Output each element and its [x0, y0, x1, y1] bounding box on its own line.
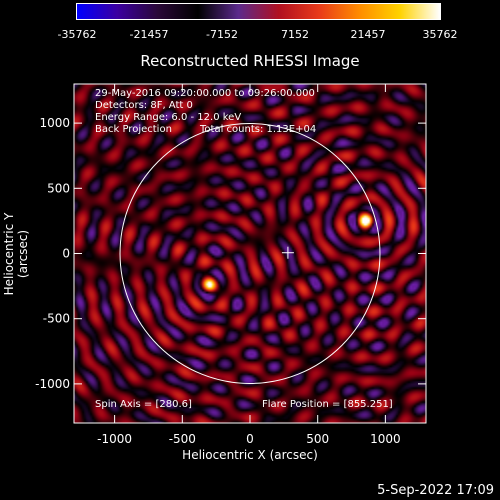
colorbar-tick-label: 7152 — [281, 28, 309, 41]
plot-title: Reconstructed RHESSI Image — [140, 52, 360, 70]
x-tick-label: -1000 — [97, 432, 132, 446]
algorithm-label: Back Projection — [95, 124, 172, 135]
colorbar-tick-label: -7152 — [206, 28, 238, 41]
y-tick-label: -500 — [43, 312, 70, 326]
y-tick-label: 500 — [47, 181, 70, 195]
colorbar-tick-label: -35762 — [57, 28, 97, 41]
x-tick-label: 1000 — [370, 432, 401, 446]
colorbar-tick-label: 21457 — [350, 28, 386, 41]
colorbar — [76, 3, 441, 20]
flare-position-label: Flare Position = [855.251] — [262, 399, 393, 410]
reconstructed-image — [74, 84, 426, 423]
total-counts-label: Total counts: 1.13E+04 — [200, 124, 317, 135]
x-tick-label: 500 — [306, 432, 329, 446]
spin-axis-label: Spin Axis = [280.6] — [95, 399, 192, 410]
y-tick-label: 1000 — [39, 116, 70, 130]
cross-marker-icon — [281, 246, 294, 259]
colorbar-tick-label: 35762 — [422, 28, 458, 41]
y-tick-label: -1000 — [35, 377, 70, 391]
x-tick-label: 0 — [246, 432, 254, 446]
time-range-label: 29-May-2016 09:20:00.000 to 09:26:00.000 — [95, 88, 315, 99]
colorbar-tick-label: -21457 — [129, 28, 169, 41]
solar-limb-circle — [119, 123, 381, 384]
y-axis-label: Heliocentric Y (arcsec) — [2, 212, 30, 296]
x-axis-label: Heliocentric X (arcsec) — [182, 448, 318, 462]
x-tick-label: -500 — [169, 432, 196, 446]
axis-ticks: -1000 -500 0 500 1000 1000 500 0 -500 -1000 — [35, 84, 426, 446]
colorbar-gradient — [77, 4, 440, 19]
y-tick-label: 0 — [62, 247, 70, 261]
energy-range-label: Energy Range: 6.0 - 12.0 keV — [95, 112, 242, 123]
footer-date: 5-Sep-2022 17:09 — [377, 483, 494, 498]
detectors-label: Detectors: 8F, Att 0 — [95, 100, 193, 111]
